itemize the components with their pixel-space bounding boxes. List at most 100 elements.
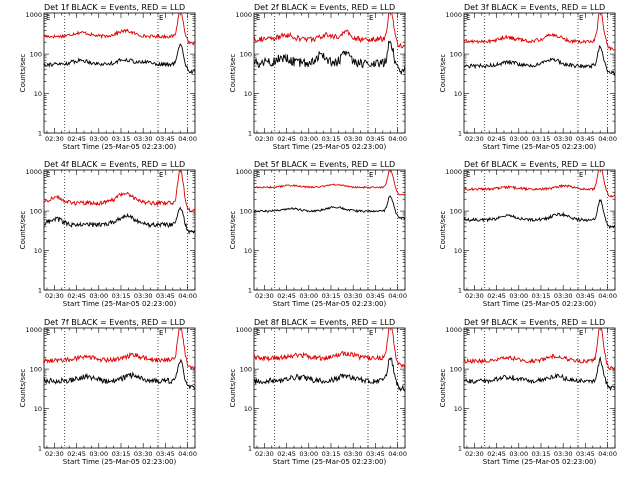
flag-label: E bbox=[466, 14, 470, 22]
y-axis-label: Counts/sec bbox=[439, 369, 447, 408]
flag-label: E bbox=[256, 329, 260, 337]
x-tick-label: 03:30 bbox=[554, 135, 573, 143]
series-events-line bbox=[254, 195, 405, 220]
flag-label: E bbox=[46, 14, 50, 22]
panel-title: Det 8f BLACK = Events, RED = LLD bbox=[254, 318, 395, 327]
x-tick-label: 02:30 bbox=[255, 450, 274, 458]
plot-frame bbox=[43, 169, 196, 291]
x-tick-label: 02:30 bbox=[465, 135, 484, 143]
x-tick-label: 04:00 bbox=[598, 135, 617, 143]
plot-frame bbox=[253, 12, 406, 134]
y-tick-label: 10 bbox=[244, 247, 252, 255]
y-tick-label: 100 bbox=[240, 365, 252, 373]
x-tick-label: 02:45 bbox=[67, 450, 86, 458]
series-lld-line bbox=[464, 328, 615, 372]
x-tick-label: 03:45 bbox=[156, 292, 175, 300]
y-tick-label: 10 bbox=[34, 247, 42, 255]
flag-label: E bbox=[369, 14, 373, 22]
flag-label: E bbox=[369, 329, 373, 337]
x-tick-label: 03:30 bbox=[554, 292, 573, 300]
x-tick-label: 03:00 bbox=[509, 292, 528, 300]
y-tick-label: 1000 bbox=[25, 168, 42, 176]
x-tick-label: 03:30 bbox=[344, 292, 363, 300]
series-lld-line bbox=[44, 170, 195, 213]
panel-title: Det 9f BLACK = Events, RED = LLD bbox=[464, 318, 605, 327]
y-tick-label: 10 bbox=[454, 247, 462, 255]
x-tick-label: 03:15 bbox=[532, 292, 551, 300]
x-tick-label: 03:00 bbox=[299, 450, 318, 458]
x-tick-label: 02:45 bbox=[277, 450, 296, 458]
series-group bbox=[44, 170, 195, 235]
x-axis-label: Start Time (25-Mar-05 02:23:00) bbox=[63, 143, 177, 151]
panel-title: Det 5f BLACK = Events, RED = LLD bbox=[254, 160, 395, 169]
x-tick-label: 03:15 bbox=[322, 135, 341, 143]
x-tick-label: 02:45 bbox=[67, 135, 86, 143]
series-group bbox=[44, 13, 195, 75]
x-tick-label: 03:00 bbox=[89, 135, 108, 143]
panel-title: Det 7f BLACK = Events, RED = LLD bbox=[44, 318, 185, 327]
y-tick-label: 1 bbox=[248, 129, 252, 137]
series-events-line bbox=[44, 206, 195, 235]
panel-title: Det 3f BLACK = Events, RED = LLD bbox=[464, 3, 605, 12]
x-axis-label: Start Time (25-Mar-05 02:23:00) bbox=[273, 143, 387, 151]
x-axis-label: Start Time (25-Mar-05 02:23:00) bbox=[63, 300, 177, 308]
x-tick-label: 04:00 bbox=[388, 292, 407, 300]
x-tick-label: 04:00 bbox=[178, 135, 197, 143]
flag-label: E bbox=[579, 14, 583, 22]
y-tick-label: 1000 bbox=[235, 11, 252, 19]
series-group bbox=[44, 328, 195, 389]
flag-label: E bbox=[256, 14, 260, 22]
x-tick-label: 04:00 bbox=[388, 135, 407, 143]
x-tick-label: 02:30 bbox=[465, 292, 484, 300]
x-tick-label: 03:00 bbox=[89, 450, 108, 458]
panel-title: Det 1f BLACK = Events, RED = LLD bbox=[44, 3, 185, 12]
y-tick-label: 100 bbox=[450, 207, 462, 215]
x-tick-label: 02:45 bbox=[487, 450, 506, 458]
x-axis-label: Start Time (25-Mar-05 02:23:00) bbox=[273, 458, 387, 466]
x-tick-label: 03:15 bbox=[112, 292, 131, 300]
x-tick-label: 03:30 bbox=[134, 292, 153, 300]
panel-title: Det 2f BLACK = Events, RED = LLD bbox=[254, 3, 395, 12]
y-tick-label: 1 bbox=[38, 129, 42, 137]
panel-7: Det 7f BLACK = Events, RED = LLD 1 10 100 10… bbox=[19, 318, 197, 466]
x-tick-label: 03:45 bbox=[366, 450, 385, 458]
series-lld-line bbox=[464, 13, 615, 51]
plot-frame bbox=[43, 327, 196, 449]
y-tick-label: 1 bbox=[38, 444, 42, 452]
y-axis-label: Counts/sec bbox=[19, 54, 27, 93]
x-tick-label: 03:15 bbox=[532, 450, 551, 458]
x-tick-label: 02:45 bbox=[67, 292, 86, 300]
y-tick-label: 1000 bbox=[445, 168, 462, 176]
series-events-line bbox=[464, 355, 615, 392]
x-tick-label: 04:00 bbox=[388, 450, 407, 458]
flag-label: E bbox=[46, 171, 50, 179]
x-tick-label: 03:30 bbox=[554, 450, 573, 458]
panel-title: Det 6f BLACK = Events, RED = LLD bbox=[464, 160, 605, 169]
panel-title: Det 4f BLACK = Events, RED = LLD bbox=[44, 160, 185, 169]
x-axis-label: Start Time (25-Mar-05 02:23:00) bbox=[483, 458, 597, 466]
x-tick-label: 04:00 bbox=[598, 292, 617, 300]
x-tick-label: 03:15 bbox=[112, 135, 131, 143]
flag-label: E bbox=[466, 329, 470, 337]
panel-9: Det 9f BLACK = Events, RED = LLD 1 10 100 10… bbox=[439, 318, 617, 466]
x-tick-label: 03:30 bbox=[134, 135, 153, 143]
plot-frame bbox=[463, 169, 616, 291]
x-tick-label: 03:45 bbox=[366, 292, 385, 300]
y-tick-label: 100 bbox=[240, 207, 252, 215]
panel-5: Det 5f BLACK = Events, RED = LLD 1 10 100 10… bbox=[229, 160, 407, 308]
x-axis-label: Start Time (25-Mar-05 02:23:00) bbox=[273, 300, 387, 308]
x-tick-label: 02:30 bbox=[45, 292, 64, 300]
x-tick-label: 03:15 bbox=[322, 450, 341, 458]
x-tick-label: 04:00 bbox=[178, 450, 197, 458]
y-tick-label: 10 bbox=[34, 90, 42, 98]
plot-frame bbox=[253, 169, 406, 291]
plot-frame bbox=[253, 327, 406, 449]
series-lld-line bbox=[254, 170, 405, 196]
y-tick-label: 1000 bbox=[445, 11, 462, 19]
y-tick-label: 1 bbox=[248, 444, 252, 452]
panel-4: Det 4f BLACK = Events, RED = LLD 1 10 100 10… bbox=[19, 160, 197, 308]
x-tick-label: 02:30 bbox=[45, 450, 64, 458]
x-tick-label: 02:30 bbox=[255, 135, 274, 143]
y-tick-label: 100 bbox=[30, 365, 42, 373]
x-tick-label: 02:30 bbox=[255, 292, 274, 300]
